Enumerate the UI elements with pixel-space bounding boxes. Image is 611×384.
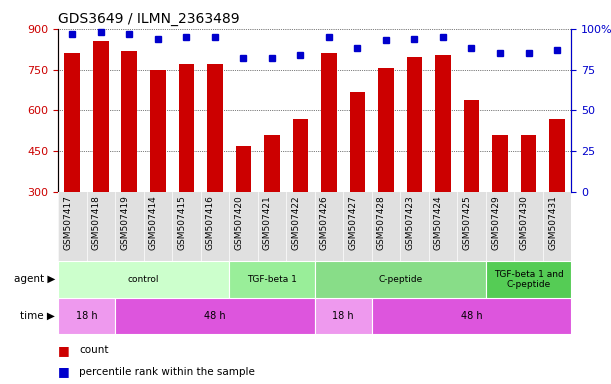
Bar xyxy=(549,119,565,192)
Text: GSM507419: GSM507419 xyxy=(120,195,130,250)
Bar xyxy=(349,92,365,192)
Bar xyxy=(315,298,371,334)
Text: GSM507422: GSM507422 xyxy=(291,195,301,250)
Text: GSM507421: GSM507421 xyxy=(263,195,272,250)
Bar xyxy=(321,53,337,192)
Text: GSM507426: GSM507426 xyxy=(320,195,329,250)
Bar xyxy=(58,192,571,261)
Bar xyxy=(378,68,394,192)
Text: GSM507430: GSM507430 xyxy=(519,195,529,250)
Text: GSM507425: GSM507425 xyxy=(463,195,472,250)
Text: GSM507418: GSM507418 xyxy=(92,195,101,250)
Text: count: count xyxy=(79,345,109,355)
Text: 48 h: 48 h xyxy=(461,311,482,321)
Text: 18 h: 18 h xyxy=(76,311,97,321)
Text: ■: ■ xyxy=(58,365,70,378)
Text: 18 h: 18 h xyxy=(332,311,354,321)
Text: GDS3649 / ILMN_2363489: GDS3649 / ILMN_2363489 xyxy=(58,12,240,26)
Bar xyxy=(371,298,571,334)
Text: GSM507417: GSM507417 xyxy=(64,195,72,250)
Text: GSM507414: GSM507414 xyxy=(149,195,158,250)
Text: agent ▶: agent ▶ xyxy=(13,274,55,285)
Bar xyxy=(236,146,251,192)
Bar xyxy=(492,136,508,192)
Text: GSM507431: GSM507431 xyxy=(548,195,557,250)
Bar xyxy=(521,135,536,192)
Bar xyxy=(178,64,194,192)
Text: control: control xyxy=(128,275,159,284)
Bar xyxy=(407,57,422,192)
Bar xyxy=(65,53,80,192)
Bar xyxy=(207,64,223,192)
Text: 48 h: 48 h xyxy=(204,311,225,321)
Text: percentile rank within the sample: percentile rank within the sample xyxy=(79,366,255,377)
Bar xyxy=(464,100,480,192)
Bar xyxy=(58,261,229,298)
Text: GSM507424: GSM507424 xyxy=(434,195,443,250)
Bar xyxy=(486,261,571,298)
Text: GSM507429: GSM507429 xyxy=(491,195,500,250)
Text: GSM507427: GSM507427 xyxy=(348,195,357,250)
Bar xyxy=(58,298,115,334)
Text: GSM507428: GSM507428 xyxy=(377,195,386,250)
Text: GSM507423: GSM507423 xyxy=(406,195,414,250)
Bar xyxy=(293,119,309,192)
Text: GSM507415: GSM507415 xyxy=(177,195,186,250)
Bar xyxy=(315,261,486,298)
Text: TGF-beta 1: TGF-beta 1 xyxy=(247,275,297,284)
Bar xyxy=(150,70,166,192)
Bar xyxy=(264,136,280,192)
Text: time ▶: time ▶ xyxy=(20,311,55,321)
Text: GSM507420: GSM507420 xyxy=(235,195,243,250)
Text: GSM507416: GSM507416 xyxy=(206,195,215,250)
Bar xyxy=(115,298,315,334)
Text: ■: ■ xyxy=(58,344,70,357)
Bar xyxy=(93,41,109,192)
Bar xyxy=(229,261,315,298)
Bar xyxy=(435,55,451,192)
Text: TGF-beta 1 and
C-peptide: TGF-beta 1 and C-peptide xyxy=(494,270,563,289)
Bar xyxy=(122,51,137,192)
Text: C-peptide: C-peptide xyxy=(378,275,422,284)
